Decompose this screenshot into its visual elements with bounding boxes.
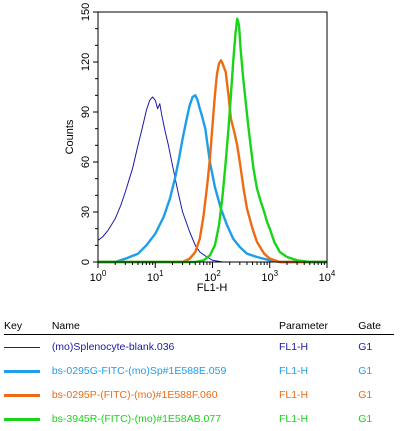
series-line xyxy=(98,94,327,264)
y-tick-label: 120 xyxy=(80,53,92,71)
key-swatch-cell xyxy=(4,335,48,360)
key-row-name: bs-3945R-(FITC)-(mo)#1E58AB.077 xyxy=(51,413,222,425)
x-axis-ticks: 100 101 102 103 104 xyxy=(90,262,336,284)
x-tick-label: 101 xyxy=(147,269,164,284)
key-table-header: Key Name Parameter Gate xyxy=(4,318,394,335)
y-tick-label: 90 xyxy=(80,106,92,118)
legend-swatch xyxy=(4,369,40,373)
parameter-header: Parameter xyxy=(278,318,359,335)
key-row-parameter: FL1-H xyxy=(278,341,309,353)
key-swatch-cell xyxy=(4,359,48,383)
key-row-name: (mo)Splenocyte-blank.036 xyxy=(51,341,175,353)
key-row-parameter: FL1-H xyxy=(278,389,309,401)
key-row-gate: G1 xyxy=(358,365,373,377)
legend-key-table: Key Name Parameter Gate (mo)Splenocyte-b… xyxy=(4,318,394,431)
x-tick-label: 100 xyxy=(90,269,107,284)
key-row-parameter: FL1-H xyxy=(278,365,309,377)
key-row: (mo)Splenocyte-blank.036 FL1-H G1 xyxy=(4,335,394,360)
key-row-parameter: FL1-H xyxy=(278,413,309,425)
key-row-gate: G1 xyxy=(358,413,373,425)
x-axis-label: FL1-H xyxy=(197,282,228,294)
histogram-chart: 100 101 102 103 104 0 30 60 90 120 150 FL1-H Coun… xyxy=(64,3,336,294)
x-tick-label: 104 xyxy=(319,269,336,284)
key-row: bs-0295P-(FITC)-(mo)#1E588F.060 FL1-H G1 xyxy=(4,383,394,407)
key-row: bs-3945R-(FITC)-(mo)#1E58AB.077 FL1-H G1 xyxy=(4,407,394,431)
legend-swatch xyxy=(4,417,40,421)
series-line xyxy=(98,17,327,264)
key-swatch-cell xyxy=(4,407,48,431)
name-header: Name xyxy=(47,318,279,335)
key-header: Key xyxy=(4,318,48,335)
x-tick-label: 102 xyxy=(204,269,221,284)
y-tick-label: 150 xyxy=(80,3,92,21)
series-line xyxy=(98,59,327,264)
key-swatch-cell xyxy=(4,383,48,407)
x-tick-label: 103 xyxy=(261,269,278,284)
y-axis-ticks: 0 30 60 90 120 150 xyxy=(80,3,98,265)
y-tick-label: 30 xyxy=(80,206,92,218)
key-row-gate: G1 xyxy=(358,341,373,353)
legend-swatch xyxy=(4,346,40,348)
gate-header: Gate xyxy=(358,318,394,335)
plot-series xyxy=(97,17,327,264)
y-axis-label: Counts xyxy=(64,119,76,154)
key-row-name: bs-0295G-FITC-(mo)Sp#1E588E.059 xyxy=(51,365,227,377)
y-tick-label: 0 xyxy=(80,259,92,265)
key-row: bs-0295G-FITC-(mo)Sp#1E588E.059 FL1-H G1 xyxy=(4,359,394,383)
legend-swatch xyxy=(4,393,40,397)
y-tick-label: 60 xyxy=(80,156,92,168)
key-row-gate: G1 xyxy=(358,389,373,401)
key-row-name: bs-0295P-(FITC)-(mo)#1E588F.060 xyxy=(51,389,218,401)
